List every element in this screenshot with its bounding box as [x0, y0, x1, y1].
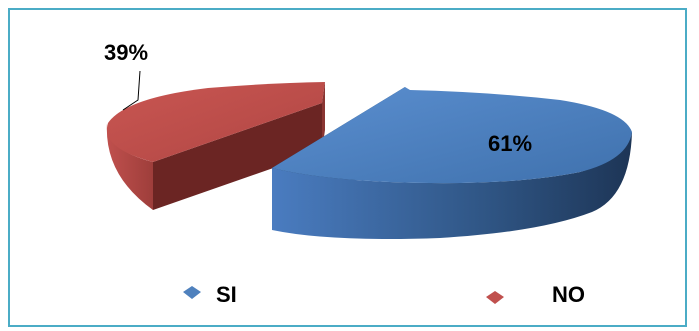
legend: SI NO — [183, 282, 585, 307]
legend-marker-si — [183, 286, 201, 299]
legend-marker-no — [486, 291, 504, 304]
pie-slice-si — [272, 87, 632, 239]
legend-label-si: SI — [216, 282, 237, 307]
data-label-si: 61% — [488, 131, 532, 156]
data-label-no: 39% — [104, 40, 148, 65]
leader-line-no — [122, 70, 141, 111]
legend-label-no: NO — [552, 282, 585, 307]
pie-slice-no — [106, 82, 325, 210]
